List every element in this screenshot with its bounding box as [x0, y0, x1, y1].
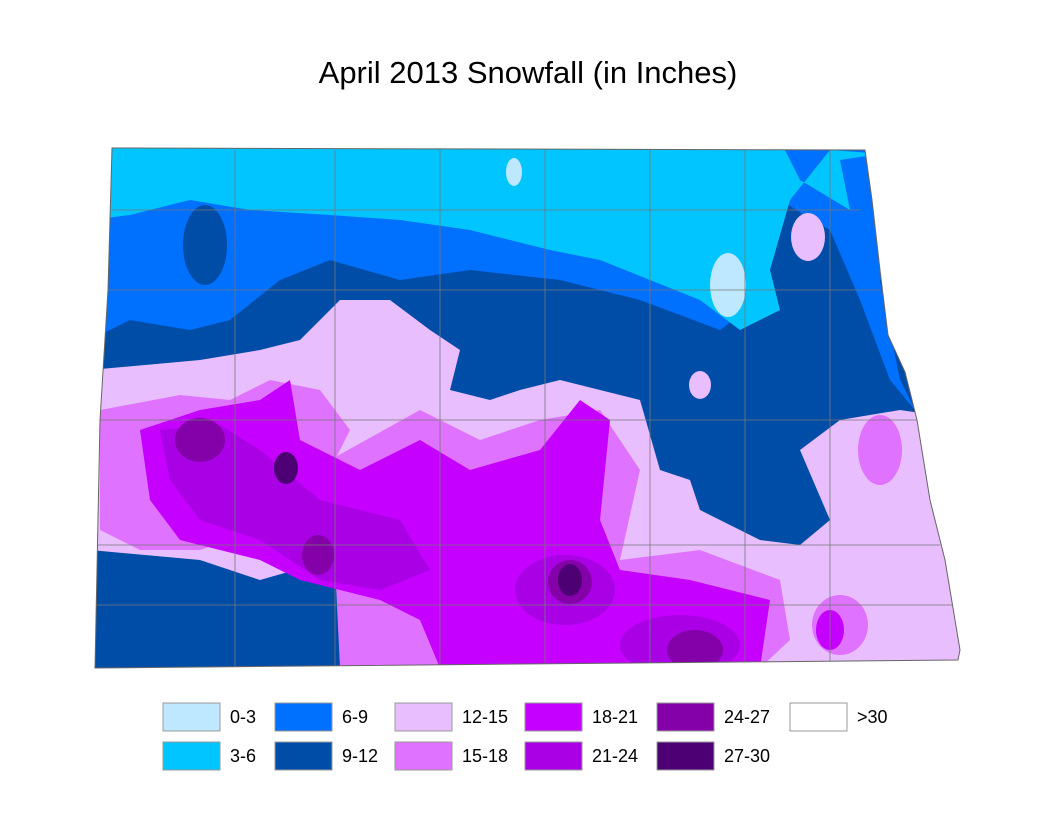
legend-swatch: [162, 702, 221, 732]
legend-swatch: [656, 741, 715, 771]
legend-label: 27-30: [724, 746, 770, 766]
snowfall-map: [95, 148, 960, 668]
legend-label: 18-21: [592, 707, 638, 727]
legend-swatch: [524, 702, 583, 732]
legend-label: 0-3: [230, 707, 256, 727]
zone-27-30: [274, 452, 298, 484]
legend-label: 21-24: [592, 746, 638, 766]
legend-label: 6-9: [342, 707, 368, 727]
legend-swatch: [789, 702, 848, 732]
zone-24-27: [175, 418, 225, 462]
zone-27-30: [558, 564, 582, 596]
zone-0-3: [506, 158, 522, 186]
zone-24-27: [667, 630, 723, 668]
zone-12-15-blob: [791, 213, 825, 261]
legend-swatch: [656, 702, 715, 732]
legend-label: 12-15: [462, 707, 508, 727]
legend-label: 15-18: [462, 746, 508, 766]
zone-15-18-blob: [858, 415, 902, 485]
zone-0-3: [710, 253, 746, 317]
legend-label: 3-6: [230, 746, 256, 766]
zone-12-15-blob: [689, 371, 711, 399]
legend-label: 24-27: [724, 707, 770, 727]
county-lines: [95, 150, 955, 668]
zone-3-6: [95, 148, 960, 330]
map-title: April 2013 Snowfall (in Inches): [319, 55, 738, 90]
legend-label: 9-12: [342, 746, 378, 766]
state-outline: [94, 147, 961, 669]
legend-swatch: [274, 702, 333, 732]
zone-21-24: [160, 425, 430, 590]
legend-label: >30: [857, 707, 888, 727]
legend: 0-3 3-6 6-9 9-12 12-15 15-18 18-21 21-24 24-27 27…: [162, 702, 888, 771]
legend-swatch: [162, 741, 221, 771]
legend-swatch: [394, 741, 453, 771]
zone-24-27: [302, 535, 334, 575]
zone-9-12-blob: [183, 205, 227, 285]
legend-swatch: [394, 702, 453, 732]
legend-swatch: [274, 741, 333, 771]
legend-swatch: [524, 741, 583, 771]
